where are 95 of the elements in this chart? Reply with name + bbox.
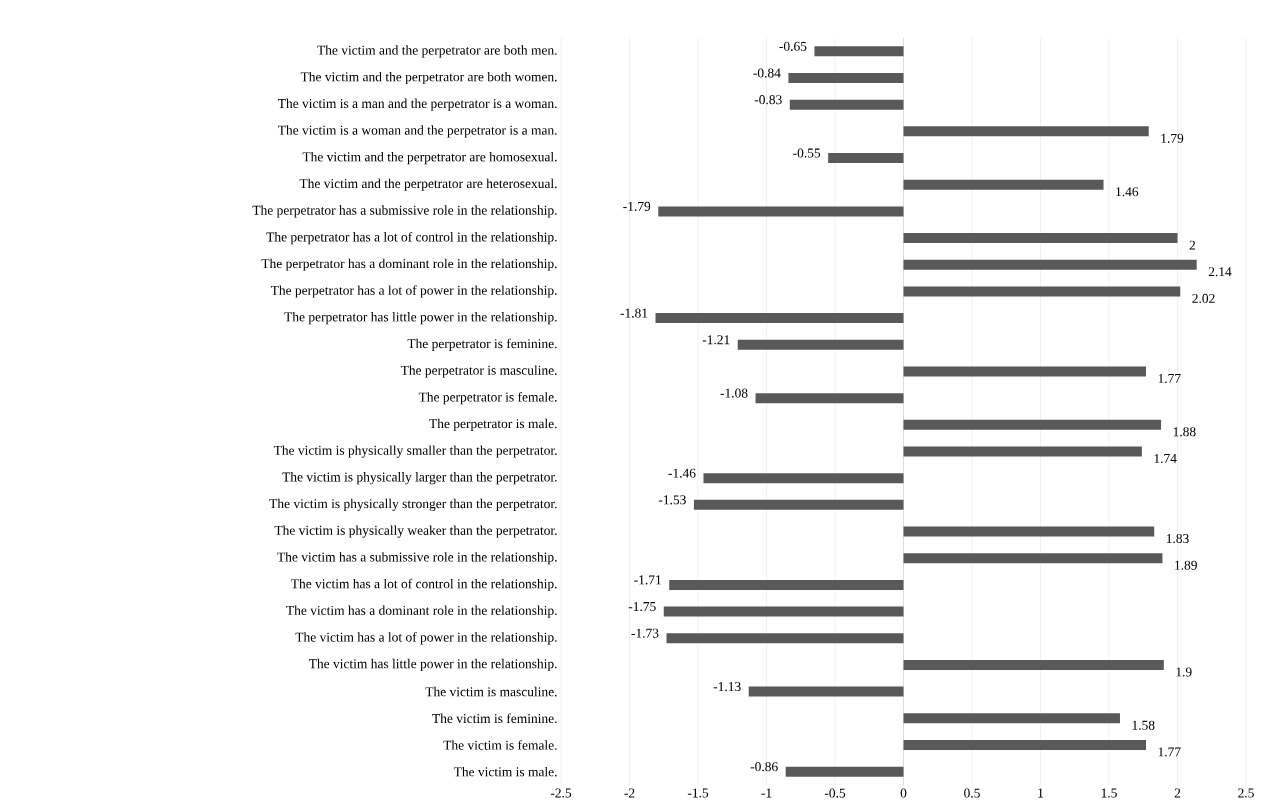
bar <box>903 446 1142 457</box>
data-label: -0.84 <box>753 68 781 78</box>
x-tick-label: -0.5 <box>824 788 846 798</box>
data-label: -1.75 <box>628 602 656 612</box>
x-tick-label: -1 <box>761 788 772 798</box>
data-label: -1.08 <box>720 388 748 398</box>
bar <box>703 473 904 484</box>
bar <box>748 686 904 697</box>
bar <box>655 313 904 324</box>
y-tick-label: The victim is physically weaker than the perpetrator. <box>274 525 557 538</box>
data-label: 1.9 <box>1176 667 1192 677</box>
data-label: 1.46 <box>1116 187 1139 197</box>
bar <box>814 46 904 57</box>
bar <box>658 206 904 217</box>
bar <box>785 766 904 777</box>
bar <box>903 419 1162 430</box>
y-tick-label: The victim and the perpetrator are both women. <box>300 71 557 85</box>
bar <box>903 739 1146 750</box>
x-tick-label: 2.5 <box>1238 788 1254 798</box>
bar <box>789 99 904 110</box>
data-label: 1.89 <box>1175 560 1197 570</box>
y-tick-label: The perpetrator has a lot of power in the relationship. <box>270 285 557 298</box>
y-tick-label: The victim is physically stronger than the perpetrator. <box>269 498 557 511</box>
bar <box>903 526 1155 537</box>
bar <box>693 499 904 510</box>
y-tick-label: The victim has a lot of control in the relationship. <box>291 578 557 592</box>
data-label: -1.21 <box>702 335 730 345</box>
data-label: -0.86 <box>750 762 778 772</box>
y-tick-label: The perpetrator has a submissive role in the relationship. <box>252 205 557 218</box>
x-tick-label: 0.5 <box>964 788 980 798</box>
bar <box>737 339 904 350</box>
data-label: -1.71 <box>634 575 661 585</box>
y-tick-label: The perpetrator is female. <box>418 391 557 405</box>
data-label: 1.77 <box>1158 747 1181 757</box>
bar <box>903 259 1197 270</box>
y-tick-label: The perpetrator is feminine. <box>407 338 557 351</box>
y-tick-label: The perpetrator is masculine. <box>400 365 557 378</box>
y-tick-label: The victim and the perpetrator are heterosexual. <box>299 178 557 191</box>
data-label: -1.81 <box>620 308 648 318</box>
data-label: 1.83 <box>1166 533 1189 544</box>
y-tick-label: The victim is feminine. <box>432 713 557 724</box>
x-tick-label: -1.5 <box>687 788 709 798</box>
y-tick-label: The victim is a woman and the perpetrator is a man. <box>278 125 557 138</box>
y-tick-label: The victim has a submissive role in the relationship. <box>277 552 557 565</box>
data-label: 2 <box>1189 240 1196 250</box>
y-tick-label: The victim and the perpetrator are homosexual. <box>302 151 557 165</box>
bar <box>903 126 1149 137</box>
data-label: -0.55 <box>793 148 821 158</box>
y-tick-label: The victim is physically smaller than the perpetrator. <box>273 445 557 458</box>
data-label: -1.73 <box>631 628 659 638</box>
y-tick-label: The victim is male. <box>453 766 557 777</box>
y-tick-label: The victim has a lot of power in the relationship. <box>295 632 557 645</box>
y-tick-label: The victim is female. <box>443 740 557 750</box>
x-tick-label: 1.5 <box>1101 788 1117 798</box>
x-tick-label: 2 <box>1174 788 1181 798</box>
bar <box>663 606 904 617</box>
y-tick-label: The perpetrator has a dominant role in the relationship. <box>261 258 557 271</box>
y-tick-label: The perpetrator has a lot of control in the relationship. <box>266 231 557 245</box>
data-label: -1.13 <box>713 682 741 692</box>
bar <box>788 73 904 84</box>
data-label: 1.88 <box>1173 427 1196 437</box>
data-label: -1.79 <box>623 201 651 211</box>
data-label: 2.02 <box>1192 293 1215 303</box>
bar <box>666 633 904 644</box>
y-tick-label: The victim has a dominant role in the relationship. <box>286 605 557 618</box>
bar <box>828 153 904 164</box>
x-tick-label: 0 <box>900 788 907 798</box>
bar <box>903 179 1104 190</box>
data-label: -0.65 <box>779 41 807 51</box>
x-tick-label: 1 <box>1038 788 1044 798</box>
data-label: 1.58 <box>1132 720 1155 730</box>
y-tick-label: The victim is physically larger than the perpetrator. <box>282 472 557 485</box>
bar <box>755 393 904 404</box>
bar <box>903 286 1181 297</box>
bar <box>903 659 1164 670</box>
data-label: 1.77 <box>1158 373 1181 384</box>
data-label: 1.74 <box>1154 453 1177 464</box>
bar <box>903 233 1178 244</box>
data-label: 2.14 <box>1208 267 1232 277</box>
y-tick-label: The victim is masculine. <box>425 686 557 697</box>
bar <box>669 579 904 590</box>
bar <box>903 713 1120 724</box>
x-tick-label: -2.5 <box>550 788 572 798</box>
x-tick-label: -2 <box>624 788 635 798</box>
data-label: -0.83 <box>754 95 782 105</box>
bar <box>903 366 1146 377</box>
data-label: -1.46 <box>668 468 696 478</box>
y-tick-label: The victim is a man and the perpetrator is a woman. <box>278 98 557 111</box>
y-tick-label: The victim has little power in the relationship. <box>308 658 557 672</box>
y-tick-label: The victim and the perpetrator are both men. <box>317 45 557 58</box>
data-label: -1.53 <box>658 495 686 505</box>
data-label: 1.79 <box>1161 133 1184 143</box>
y-tick-label: The perpetrator has little power in the relationship. <box>284 312 557 325</box>
bar <box>903 553 1163 564</box>
y-tick-label: The perpetrator is male. <box>429 418 557 431</box>
